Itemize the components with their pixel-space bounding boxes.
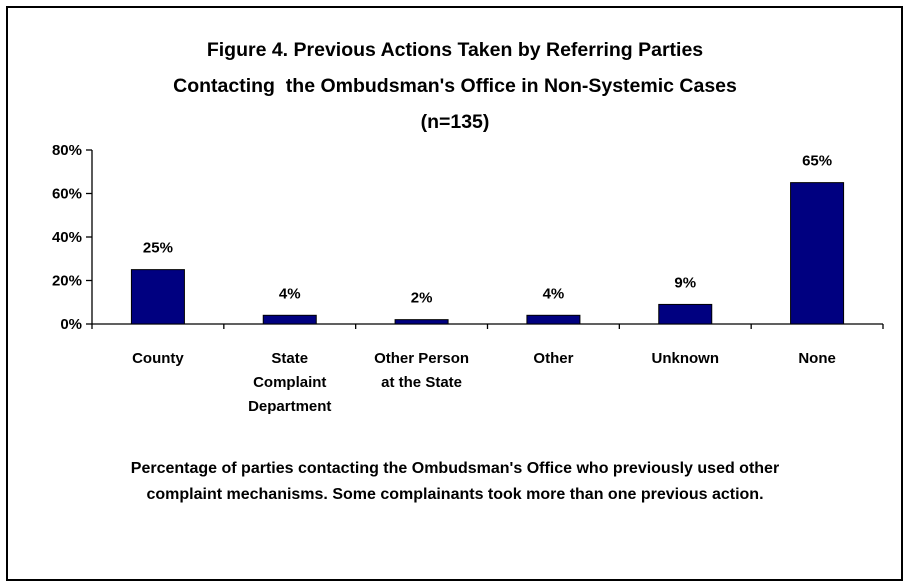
data-label: 4%: [279, 285, 301, 302]
x-tick-label-line: None: [798, 350, 836, 367]
y-axis: 0% 20% 40% 60% 80%: [52, 142, 93, 333]
caption-line-1: Percentage of parties contacting the Omb…: [130, 460, 780, 477]
y-tick-label: 0%: [60, 316, 82, 333]
chart-title-line-2: Contacting the Ombudsman's Office in Non…: [173, 75, 737, 97]
y-tick-label: 20%: [52, 273, 82, 290]
data-label: 65%: [802, 153, 832, 170]
category-labels: County State Complaint Department Other Pers…: [132, 350, 836, 415]
chart-title-line-1: Figure 4. Previous Actions Taken by Refe…: [207, 39, 703, 61]
data-label: 2%: [411, 290, 433, 307]
x-tick-label-line: State: [271, 350, 308, 367]
data-label: 9%: [674, 274, 696, 291]
bar: [130, 269, 185, 325]
y-tick-label: 60%: [52, 186, 82, 203]
chart-title-line-3: (n=135): [421, 111, 490, 133]
bar-chart: Figure 4. Previous Actions Taken by Refe…: [52, 39, 884, 415]
x-tick-label-line: County: [132, 350, 184, 367]
bar: [658, 303, 713, 325]
data-labels: 25% 4% 2% 4% 9% 65%: [143, 153, 832, 307]
chart-caption: Percentage of parties contacting the Omb…: [40, 456, 870, 508]
x-tick-label-line: Other: [533, 350, 573, 367]
x-tick-label: State Complaint Department: [248, 350, 331, 415]
bars: [130, 182, 845, 325]
x-axis: [91, 323, 884, 329]
data-label: 25%: [143, 240, 173, 257]
x-tick-label-line: at the State: [381, 374, 462, 391]
bar: [526, 314, 581, 325]
x-tick-label: Unknown: [652, 350, 720, 367]
x-tick-label-line: Complaint: [253, 374, 326, 391]
data-label: 4%: [543, 285, 565, 302]
y-tick-label: 80%: [52, 142, 82, 159]
chart-title: Figure 4. Previous Actions Taken by Refe…: [173, 39, 737, 133]
x-tick-label: Other: [533, 350, 573, 367]
x-tick-label-line: Department: [248, 398, 331, 415]
bar: [262, 314, 317, 325]
x-tick-label: None: [798, 350, 836, 367]
caption-line-2: complaint mechanisms. Some complainants …: [146, 486, 764, 503]
x-tick-label: County: [132, 350, 184, 367]
x-tick-label-line: Unknown: [652, 350, 720, 367]
x-tick-label: Other Person at the State: [374, 350, 469, 391]
y-tick-label: 40%: [52, 229, 82, 246]
x-tick-label-line: Other Person: [374, 350, 469, 367]
bar: [790, 182, 845, 325]
bar: [394, 319, 449, 325]
